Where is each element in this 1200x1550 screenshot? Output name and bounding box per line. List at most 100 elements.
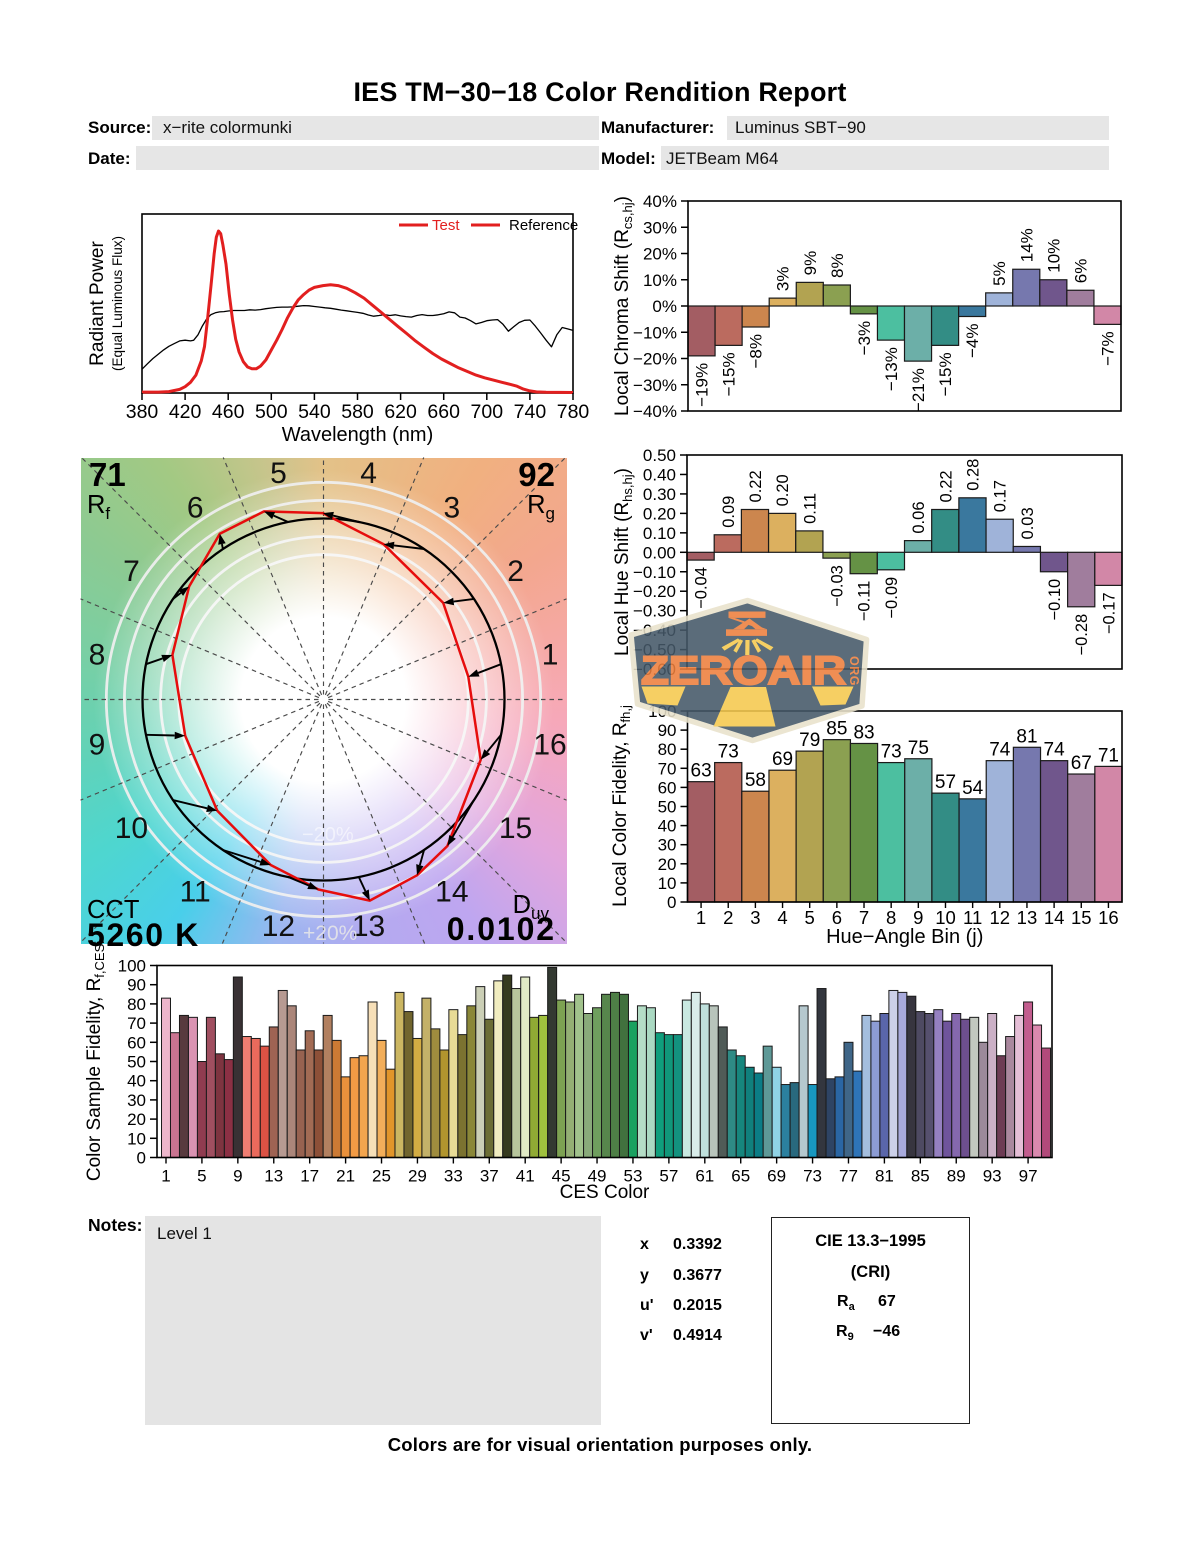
svg-text:81: 81 xyxy=(875,1167,894,1186)
svg-text:740: 740 xyxy=(514,401,547,423)
svg-text:20: 20 xyxy=(658,855,677,874)
svg-text:83: 83 xyxy=(853,722,874,743)
svg-text:50: 50 xyxy=(658,798,677,817)
svg-text:8%: 8% xyxy=(828,253,847,278)
svg-text:380: 380 xyxy=(126,401,159,423)
svg-text:15: 15 xyxy=(1071,907,1092,928)
svg-text:−19%: −19% xyxy=(693,363,712,407)
svg-text:12: 12 xyxy=(990,907,1011,928)
svg-text:ZEROAIR: ZEROAIR xyxy=(641,649,846,693)
svg-text:10%: 10% xyxy=(643,271,677,290)
svg-text:−40%: −40% xyxy=(633,402,677,421)
svg-text:−0.28: −0.28 xyxy=(1073,614,1091,656)
svg-text:−0.20: −0.20 xyxy=(633,582,676,601)
svg-text:58: 58 xyxy=(745,770,766,791)
svg-text:Wavelength (nm): Wavelength (nm) xyxy=(282,424,434,446)
svg-text:8: 8 xyxy=(89,638,106,671)
svg-text:20%: 20% xyxy=(643,245,677,264)
svg-text:0.40: 0.40 xyxy=(643,465,676,484)
svg-text:40: 40 xyxy=(658,817,677,836)
svg-text:−21%: −21% xyxy=(909,368,928,412)
svg-text:500: 500 xyxy=(255,401,288,423)
svg-text:0.30: 0.30 xyxy=(643,485,676,504)
svg-text:−13%: −13% xyxy=(882,347,901,391)
svg-text:13: 13 xyxy=(264,1167,283,1186)
svg-text:Color Sample Fidelity, Rf,CESi: Color Sample Fidelity, Rf,CESi xyxy=(84,941,107,1181)
svg-text:0: 0 xyxy=(137,1149,146,1168)
svg-text:0.06: 0.06 xyxy=(910,501,928,533)
svg-text:0.28: 0.28 xyxy=(964,459,982,491)
svg-text:65: 65 xyxy=(731,1167,750,1186)
svg-text:6%: 6% xyxy=(1071,259,1090,284)
svg-text:67: 67 xyxy=(1071,753,1092,774)
svg-text:7: 7 xyxy=(859,907,869,928)
svg-text:40: 40 xyxy=(127,1072,146,1091)
svg-text:2: 2 xyxy=(507,555,524,588)
svg-text:53: 53 xyxy=(623,1167,642,1186)
svg-text:Rf: Rf xyxy=(87,491,110,523)
svg-text:5260 K: 5260 K xyxy=(87,917,200,953)
svg-text:85: 85 xyxy=(826,719,847,740)
svg-text:57: 57 xyxy=(935,772,956,793)
svg-text:5: 5 xyxy=(270,457,287,490)
svg-text:−4%: −4% xyxy=(963,324,982,359)
svg-text:Local Color Fidelity, Rfh,j: Local Color Fidelity, Rfh,j xyxy=(610,705,633,907)
svg-text:9%: 9% xyxy=(801,251,820,276)
svg-text:60: 60 xyxy=(658,778,677,797)
svg-text:5%: 5% xyxy=(990,261,1009,286)
svg-text:3: 3 xyxy=(750,907,760,928)
svg-text:−20%: −20% xyxy=(633,350,677,369)
svg-text:−20%: −20% xyxy=(302,824,354,846)
svg-text:Local Hue Shift (Rhs,hj): Local Hue Shift (Rhs,hj) xyxy=(612,468,635,656)
svg-text:71: 71 xyxy=(1098,745,1119,766)
svg-text:540: 540 xyxy=(298,401,331,423)
svg-text:89: 89 xyxy=(947,1167,966,1186)
svg-text:70: 70 xyxy=(658,759,677,778)
svg-text:79: 79 xyxy=(799,730,820,751)
svg-text:−0.09: −0.09 xyxy=(883,577,901,619)
svg-text:(Equal Luminous Flux): (Equal Luminous Flux) xyxy=(110,236,125,371)
svg-text:0.03: 0.03 xyxy=(1019,507,1037,539)
svg-text:−15%: −15% xyxy=(720,352,739,396)
svg-text:14: 14 xyxy=(435,876,468,909)
svg-text:9: 9 xyxy=(233,1167,242,1186)
svg-text:+20%: +20% xyxy=(303,922,357,945)
svg-text:57: 57 xyxy=(659,1167,678,1186)
svg-text:420: 420 xyxy=(169,401,202,423)
svg-text:0.22: 0.22 xyxy=(937,470,955,502)
svg-text:75: 75 xyxy=(908,738,929,759)
svg-text:ORG: ORG xyxy=(847,656,861,686)
svg-text:Radiant Power: Radiant Power xyxy=(87,241,108,366)
svg-text:10: 10 xyxy=(658,874,677,893)
svg-text:−30%: −30% xyxy=(633,376,677,395)
svg-text:10%: 10% xyxy=(1044,239,1063,273)
svg-text:0%: 0% xyxy=(652,297,677,316)
svg-text:69: 69 xyxy=(772,749,793,770)
svg-text:3%: 3% xyxy=(774,267,793,292)
svg-text:−3%: −3% xyxy=(855,321,874,356)
svg-text:50: 50 xyxy=(127,1053,146,1072)
svg-text:10: 10 xyxy=(935,907,956,928)
svg-text:13: 13 xyxy=(1017,907,1038,928)
svg-text:11: 11 xyxy=(963,907,982,928)
svg-text:17: 17 xyxy=(300,1167,319,1186)
svg-text:73: 73 xyxy=(881,742,902,763)
svg-text:13: 13 xyxy=(352,910,385,943)
svg-text:3: 3 xyxy=(443,491,460,524)
svg-text:−0.03: −0.03 xyxy=(829,565,847,607)
svg-text:69: 69 xyxy=(767,1167,786,1186)
svg-text:−0.17: −0.17 xyxy=(1100,592,1118,634)
svg-text:Hue−Angle Bin (j): Hue−Angle Bin (j) xyxy=(826,926,983,948)
svg-text:60: 60 xyxy=(127,1033,146,1052)
svg-text:−0.10: −0.10 xyxy=(633,563,676,582)
svg-text:4: 4 xyxy=(777,907,787,928)
svg-text:10: 10 xyxy=(115,812,148,845)
svg-text:0.50: 0.50 xyxy=(643,446,676,465)
svg-text:Local Chroma Shift (Rcs,hj): Local Chroma Shift (Rcs,hj) xyxy=(612,196,635,416)
svg-text:0.0102: 0.0102 xyxy=(447,911,556,947)
svg-text:33: 33 xyxy=(444,1167,463,1186)
svg-text:14%: 14% xyxy=(1017,228,1036,262)
svg-text:81: 81 xyxy=(1016,726,1037,747)
svg-text:1: 1 xyxy=(161,1167,170,1186)
svg-text:−10%: −10% xyxy=(633,323,677,342)
